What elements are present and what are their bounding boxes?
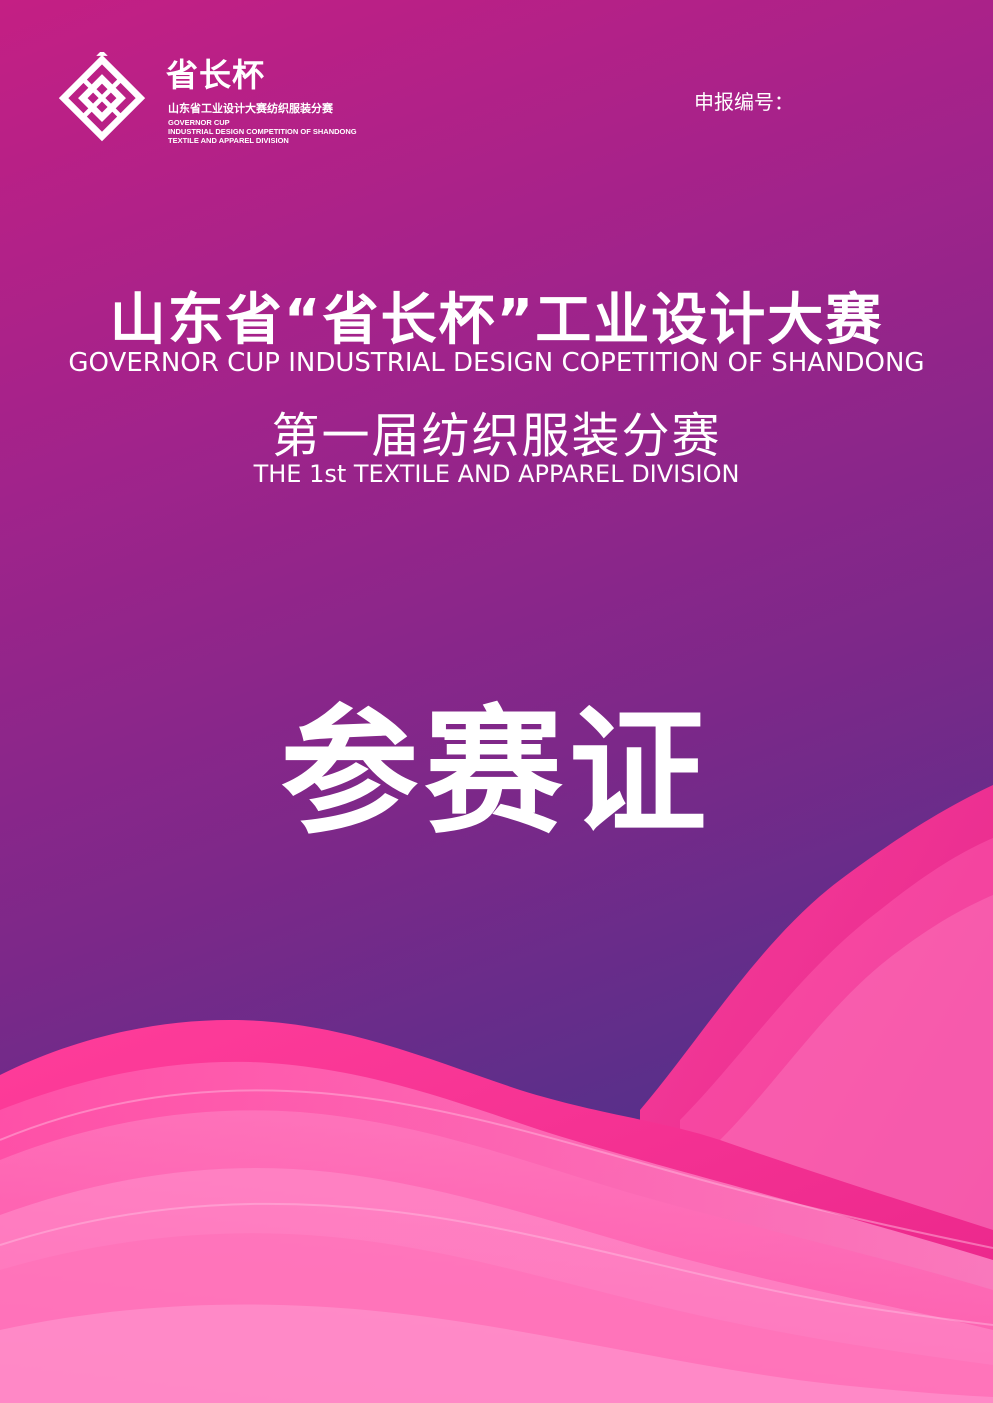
division-subtitle: 第一届纺织服装分赛: [271, 408, 722, 464]
competition-title: 山东省“省长杯”工业设计大赛: [109, 288, 884, 353]
logo-en-line-3: TEXTILE AND APPAREL DIVISION: [168, 136, 289, 145]
entry-certificate-title: 参赛证: [280, 692, 713, 853]
logo-subtitle: 山东省工业设计大赛纺织服装分赛: [168, 102, 333, 115]
logo-en-line-1: GOVERNOR CUP: [168, 118, 230, 127]
logo-title: 省长杯: [166, 56, 266, 94]
logo-en-line-2: INDUSTRIAL DESIGN COMPETITION OF SHANDON…: [168, 127, 357, 136]
division-subtitle-en: THE 1st TEXTILE AND APPAREL DIVISION: [253, 460, 740, 488]
logo: 省长杯 山东省工业设计大赛纺织服装分赛 GOVERNOR CUP INDUSTR…: [54, 48, 357, 148]
governor-cup-logo-mark-icon: [58, 52, 146, 142]
competition-title-en: GOVERNOR CUP INDUSTRIAL DESIGN COPETITIO…: [68, 348, 925, 378]
report-number-label: 申报编号：: [694, 90, 794, 114]
